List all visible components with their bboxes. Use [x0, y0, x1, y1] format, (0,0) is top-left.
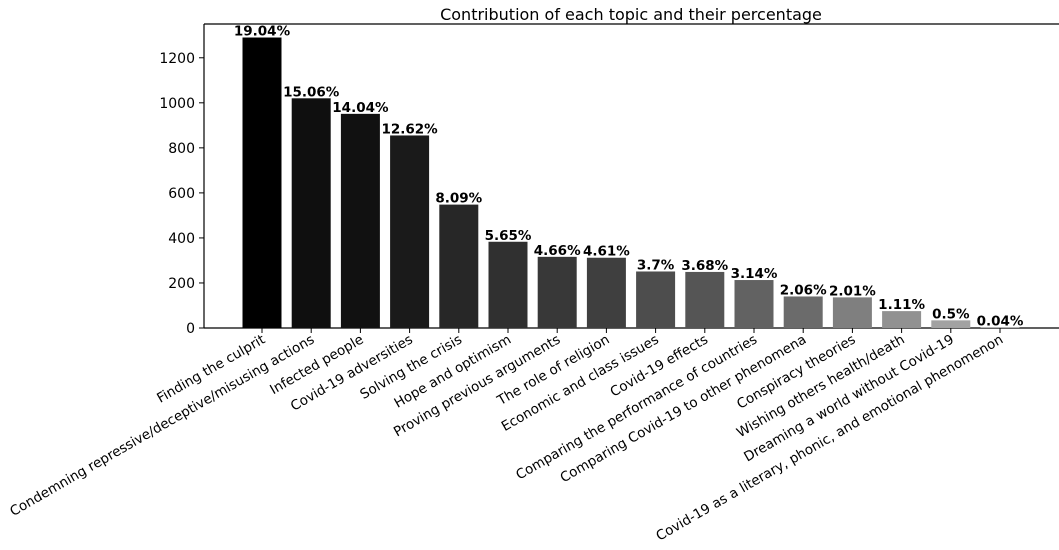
bar-data-label: 2.01% — [829, 283, 876, 299]
bar-data-label: 12.62% — [381, 121, 438, 137]
bar-data-label: 0.04% — [977, 313, 1024, 329]
bar — [734, 280, 774, 328]
y-tick-label: 0 — [186, 321, 195, 337]
bar-data-label: 3.14% — [731, 266, 778, 282]
bar — [980, 327, 1020, 328]
bar-data-label: 5.65% — [485, 228, 532, 244]
chart-title: Contribution of each topic and their per… — [440, 5, 822, 24]
y-tick-label: 800 — [168, 141, 195, 157]
x-tick-label: Condemning repressive/deceptive/misusing… — [7, 332, 317, 520]
bar-data-label: 4.66% — [534, 243, 581, 259]
y-tick-label: 1000 — [159, 96, 195, 112]
bar-data-label: 3.68% — [681, 258, 728, 274]
bar-data-label: 1.11% — [878, 297, 925, 313]
y-tick-label: 200 — [168, 276, 195, 292]
bar — [931, 320, 971, 328]
bar-data-label: 19.04% — [234, 24, 291, 40]
bar — [783, 296, 823, 328]
bar — [832, 297, 872, 328]
bar-data-label: 0.5% — [932, 306, 970, 322]
bar-data-label: 14.04% — [332, 100, 389, 116]
bar-data-label: 3.7% — [637, 257, 675, 273]
bar — [537, 256, 577, 328]
bar — [291, 98, 331, 328]
bar-data-label: 2.06% — [780, 282, 827, 298]
bar — [685, 271, 725, 328]
bar — [390, 135, 430, 328]
y-tick-label: 600 — [168, 186, 195, 202]
bar — [636, 271, 676, 328]
bar-data-label: 15.06% — [283, 84, 340, 100]
bar — [586, 257, 626, 328]
bar — [439, 204, 479, 328]
bar — [882, 311, 922, 328]
y-tick-label: 1200 — [159, 51, 195, 67]
bar — [340, 113, 380, 328]
y-tick-label: 400 — [168, 231, 195, 247]
bar — [242, 37, 282, 329]
bar-data-label: 8.09% — [435, 191, 482, 207]
bar — [488, 241, 528, 328]
bar-data-label: 4.61% — [583, 244, 630, 260]
